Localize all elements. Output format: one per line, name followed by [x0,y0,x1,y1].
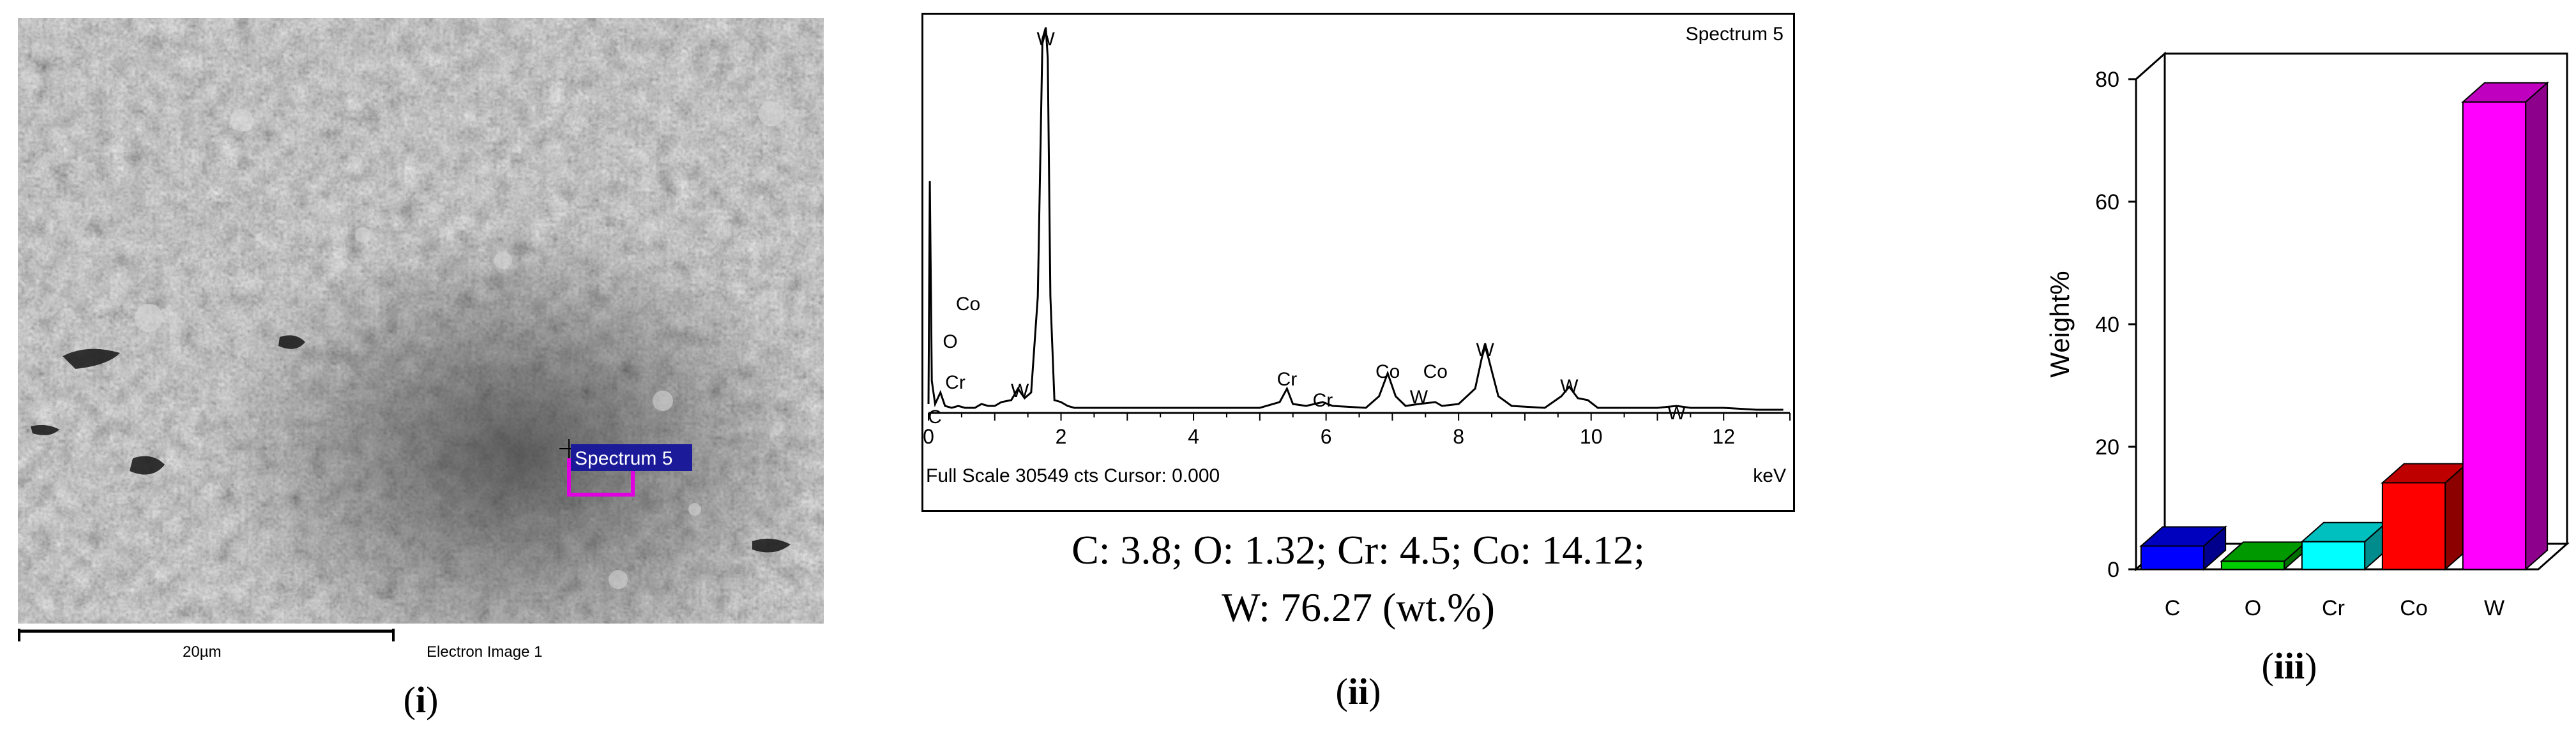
y-tick-label: 60 [2095,190,2119,214]
eds-peak-label: W [1476,340,1494,361]
eds-spectrum-frame: Spectrum 5 0 2 4 6 8 10 12 Full Scale 30549 cts … [921,13,1795,512]
eds-peak-label: C [928,407,942,428]
panel-caption-iii: (iii) [2261,645,2317,687]
sem-micrograph: Spectrum 5 [18,18,824,624]
weight-bar-chart: 0 20 40 60 80 Weight% C O Cr Co W [2045,51,2570,620]
x-tick-label: W [2484,596,2504,620]
eds-x-axis-label: keV [1753,465,1786,486]
eds-peak-label: W [1667,403,1686,424]
eds-peak-label: Co [1375,361,1400,382]
y-axis-label: Weight% [2045,271,2075,377]
eds-x-tick-label: 4 [1188,425,1199,448]
sem-panel: Spectrum 5 20µm Electron Image 1 (i) [18,18,824,721]
scale-bar-label: 20µm [183,643,222,661]
x-tick-label: C [2165,596,2181,620]
sem-footer: 20µm Electron Image 1 [18,627,824,666]
eds-peak-label: W [1410,387,1428,408]
eds-panel: Spectrum 5 0 2 4 6 8 10 12 Full Scale 30549 cts … [921,13,1795,734]
bar-c [2139,525,2227,571]
eds-title: Spectrum 5 [1686,24,1784,45]
panel-caption-i: (i) [403,679,439,721]
eds-x-tick-label: 2 [1056,425,1067,448]
bar-co [2381,462,2469,571]
eds-peak-label: Cr [945,372,966,393]
eds-spectrum-line [927,27,1784,411]
y-tick-label: 20 [2095,435,2119,460]
y-tick-label: 0 [2107,558,2119,582]
eds-x-tick-label: 12 [1712,425,1735,448]
bar-cr [2300,521,2388,571]
composition-line-1: C: 3.8; O: 1.32; Cr: 4.5; Co: 14.12; [1072,527,1645,573]
eds-peak-label: Co [1423,361,1448,382]
x-tick-label: O [2245,596,2261,620]
spectrum-overlay-label: Spectrum 5 [575,448,672,469]
weight-panel: 0 20 40 60 80 Weight% C O Cr Co W (iii) [2005,38,2573,702]
eds-peak-label: W [1560,376,1579,397]
composition-line-2: W: 76.27 (wt.%) [1222,585,1495,630]
x-tick-label: Cr [2322,596,2345,620]
eds-footer-text: Full Scale 30549 cts Cursor: 0.000 [926,465,1220,486]
x-tick-label: Co [2400,596,2427,620]
electron-image-label: Electron Image 1 [427,643,542,661]
eds-x-tick-label: 8 [1453,425,1464,448]
eds-peak-label: W [1037,29,1056,50]
eds-spectrum-chart: Spectrum 5 0 2 4 6 8 10 12 Full Scale 30549 cts … [923,24,1791,486]
eds-peak-label: Co [956,294,980,315]
panel-caption-ii: (ii) [1335,671,1381,712]
spectrum-marker: Spectrum 5 [559,439,692,497]
eds-x-tick-label: 6 [1321,425,1332,448]
eds-peak-label: Cr [1313,390,1333,411]
eds-peak-label: W [1011,380,1029,401]
eds-peak-label: O [943,331,957,352]
eds-peak-label: Cr [1277,369,1298,390]
y-tick-label: 80 [2095,68,2119,92]
side-wall [2135,51,2166,572]
eds-x-tick-label: 0 [923,425,934,448]
y-tick-label: 40 [2095,313,2119,337]
bar-w [2461,81,2549,571]
eds-x-tick-label: 10 [1580,425,1603,448]
